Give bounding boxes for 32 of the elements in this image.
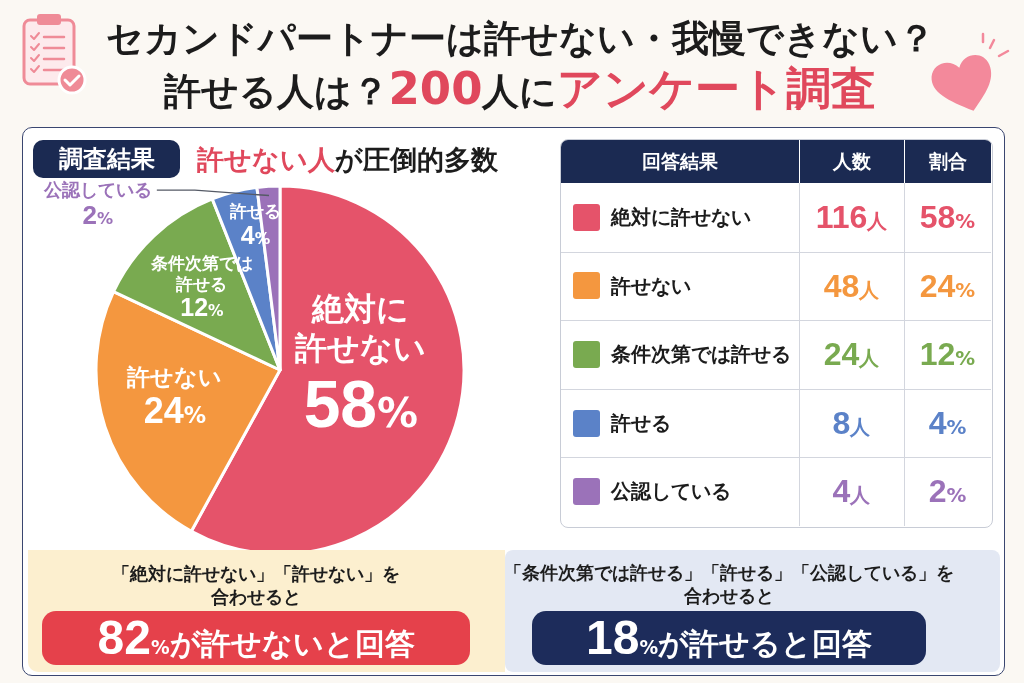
text: 回答結果 bbox=[642, 150, 718, 172]
category-label: 公認している bbox=[611, 479, 731, 504]
data-label: 24% bbox=[919, 267, 976, 304]
data-label: 12% bbox=[180, 292, 224, 321]
slice-label: 許せない bbox=[127, 364, 223, 391]
text: 82%が許せないと回答 bbox=[97, 611, 415, 664]
data-label: 2% bbox=[82, 200, 114, 231]
text: 「条件次第では許せる」「許せる」「公認している」を合わせると bbox=[504, 563, 954, 606]
text: 調査結果 bbox=[58, 145, 155, 173]
data-label: 4% bbox=[928, 404, 967, 441]
slice-label: 公認している bbox=[43, 179, 152, 201]
data-label: 8人 bbox=[832, 404, 871, 441]
chart-title: セカンドパートナーは許せない・我慢できない？許せる人は？200人にアンケート調査 bbox=[105, 17, 935, 115]
data-label: 2% bbox=[928, 473, 967, 510]
data-label: 58% bbox=[919, 199, 976, 235]
chart-subtitle: 許せない人が圧倒的多数 bbox=[197, 144, 498, 175]
text: 「絶対に許せない」「許せない」を合わせると bbox=[112, 563, 400, 607]
data-label: 4人 bbox=[832, 473, 871, 510]
data-label: 24% bbox=[143, 390, 207, 432]
text: 18%が許せると回答 bbox=[585, 611, 873, 664]
data-label: 116人 bbox=[815, 199, 888, 235]
legend-label: 割合 bbox=[928, 150, 967, 172]
category-label: 条件次第では許せる bbox=[611, 342, 791, 367]
series-label: 人数 bbox=[832, 150, 871, 172]
data-label: 48人 bbox=[823, 267, 880, 304]
category-label: 許せない bbox=[611, 273, 691, 298]
data-label: 12% bbox=[919, 336, 976, 373]
slice-label: 絶対に許せない bbox=[295, 289, 427, 367]
category-label: 許せる bbox=[611, 410, 671, 435]
data-label: 24人 bbox=[823, 336, 880, 373]
category-label: 絶対に許せない bbox=[611, 205, 751, 229]
data-label: 58% bbox=[303, 366, 419, 441]
